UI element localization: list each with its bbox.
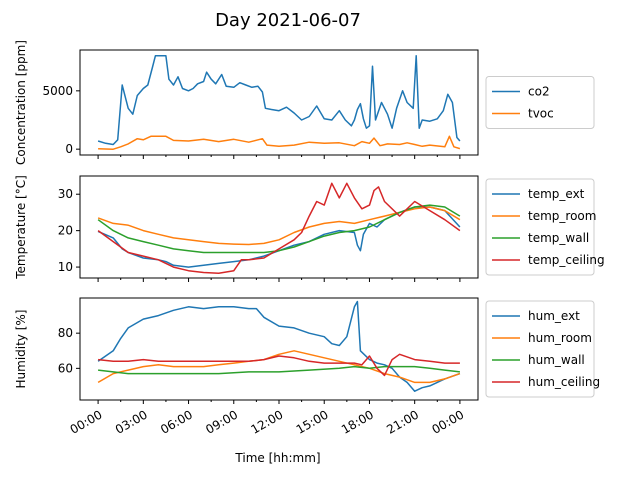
series-line-hum_ext [97, 300, 461, 392]
legend-box [485, 178, 595, 276]
legend-entry-hum_wall: hum_wall [528, 353, 585, 367]
legend-entry-temp_ceiling: temp_ceiling [528, 253, 605, 267]
series-line-temp_wall [97, 204, 461, 254]
x-tick-label: 09:00 [203, 407, 240, 436]
legend-entry-temp_room: temp_room [528, 209, 596, 223]
series-line-hum_ceiling [98, 353, 460, 377]
y-tick-label: 10 [58, 260, 73, 274]
y-tick-label: 0 [65, 142, 73, 156]
legend-entry-temp_wall: temp_wall [528, 231, 589, 245]
x-tick-label: 00:00 [429, 407, 466, 436]
legend: co2 tvoc [485, 76, 595, 129]
x-tick-label: 00:00 [68, 407, 105, 436]
chart-title: Day 2021-06-07 [215, 10, 361, 31]
legend-box [485, 300, 595, 398]
x-tick-label: 12:00 [249, 407, 286, 436]
series-line-hum_room [97, 350, 461, 384]
y-tick-label: 20 [58, 224, 73, 238]
series-line-tvoc [98, 135, 461, 150]
y-tick-label: 30 [58, 187, 73, 201]
y-axis-label: Concentration [ppm] [14, 40, 28, 165]
x-tick-label: 03:00 [113, 407, 150, 436]
axes-frame [79, 175, 479, 279]
legend-entry-hum_room: hum_room [528, 331, 592, 345]
series-line-co2 [97, 55, 461, 146]
x-tick-label: 06:00 [158, 407, 195, 436]
x-tick-label: 15:00 [294, 407, 331, 436]
legend: temp_ext temp_room temp_wall temp_ceiling [485, 178, 605, 276]
y-axis-label: Temperature [°C] [14, 175, 28, 280]
subplots: 0 5000 Concentration [ppm] co2 tvoc 10 20 30 Tem… [14, 40, 605, 437]
series-line-hum_wall [98, 365, 460, 375]
series-line-temp_ceiling [97, 182, 461, 275]
legend-entry-hum_ceiling: hum_ceiling [528, 375, 600, 389]
legend-box [485, 76, 595, 129]
y-axis-label: Humidity [%] [14, 310, 28, 389]
x-axis-label: Time [hh:mm] [234, 451, 320, 465]
x-tick-label: 18:00 [339, 407, 376, 436]
legend: hum_ext hum_room hum_wall hum_ceiling [485, 300, 600, 398]
x-tick-label: 21:00 [384, 407, 421, 436]
legend-entry-hum_ext: hum_ext [528, 309, 580, 323]
legend-entry-temp_ext: temp_ext [528, 187, 585, 201]
axes-frame [79, 297, 479, 401]
y-tick-label: 60 [58, 361, 73, 375]
subplot-1: 0 5000 Concentration [ppm] co2 tvoc [14, 40, 595, 165]
y-tick-label: 5000 [42, 84, 73, 98]
series-line-temp_room [97, 206, 461, 246]
legend-entry-tvoc: tvoc [528, 107, 554, 121]
y-tick-label: 80 [58, 326, 73, 340]
legend-entry-co2: co2 [528, 85, 550, 99]
subplot-3: 60 80 00:00 03:00 06:00 09:00 12:00 15:00 18:00 2… [14, 297, 600, 437]
